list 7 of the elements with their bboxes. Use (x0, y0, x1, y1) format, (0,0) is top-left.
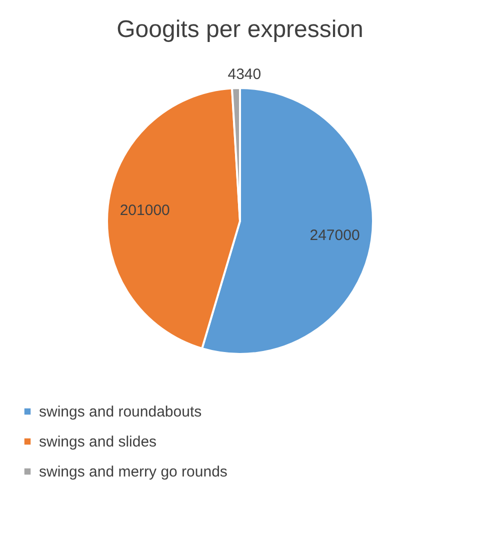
legend-label: swings and merry go rounds (39, 464, 228, 480)
data-label: 247000 (310, 226, 360, 244)
legend-label: swings and roundabouts (39, 404, 202, 420)
data-label: 201000 (120, 202, 170, 220)
chart-title: Googits per expression (116, 16, 364, 43)
legend-label: swings and slides (39, 434, 157, 450)
data-label: 4340 (228, 66, 262, 84)
